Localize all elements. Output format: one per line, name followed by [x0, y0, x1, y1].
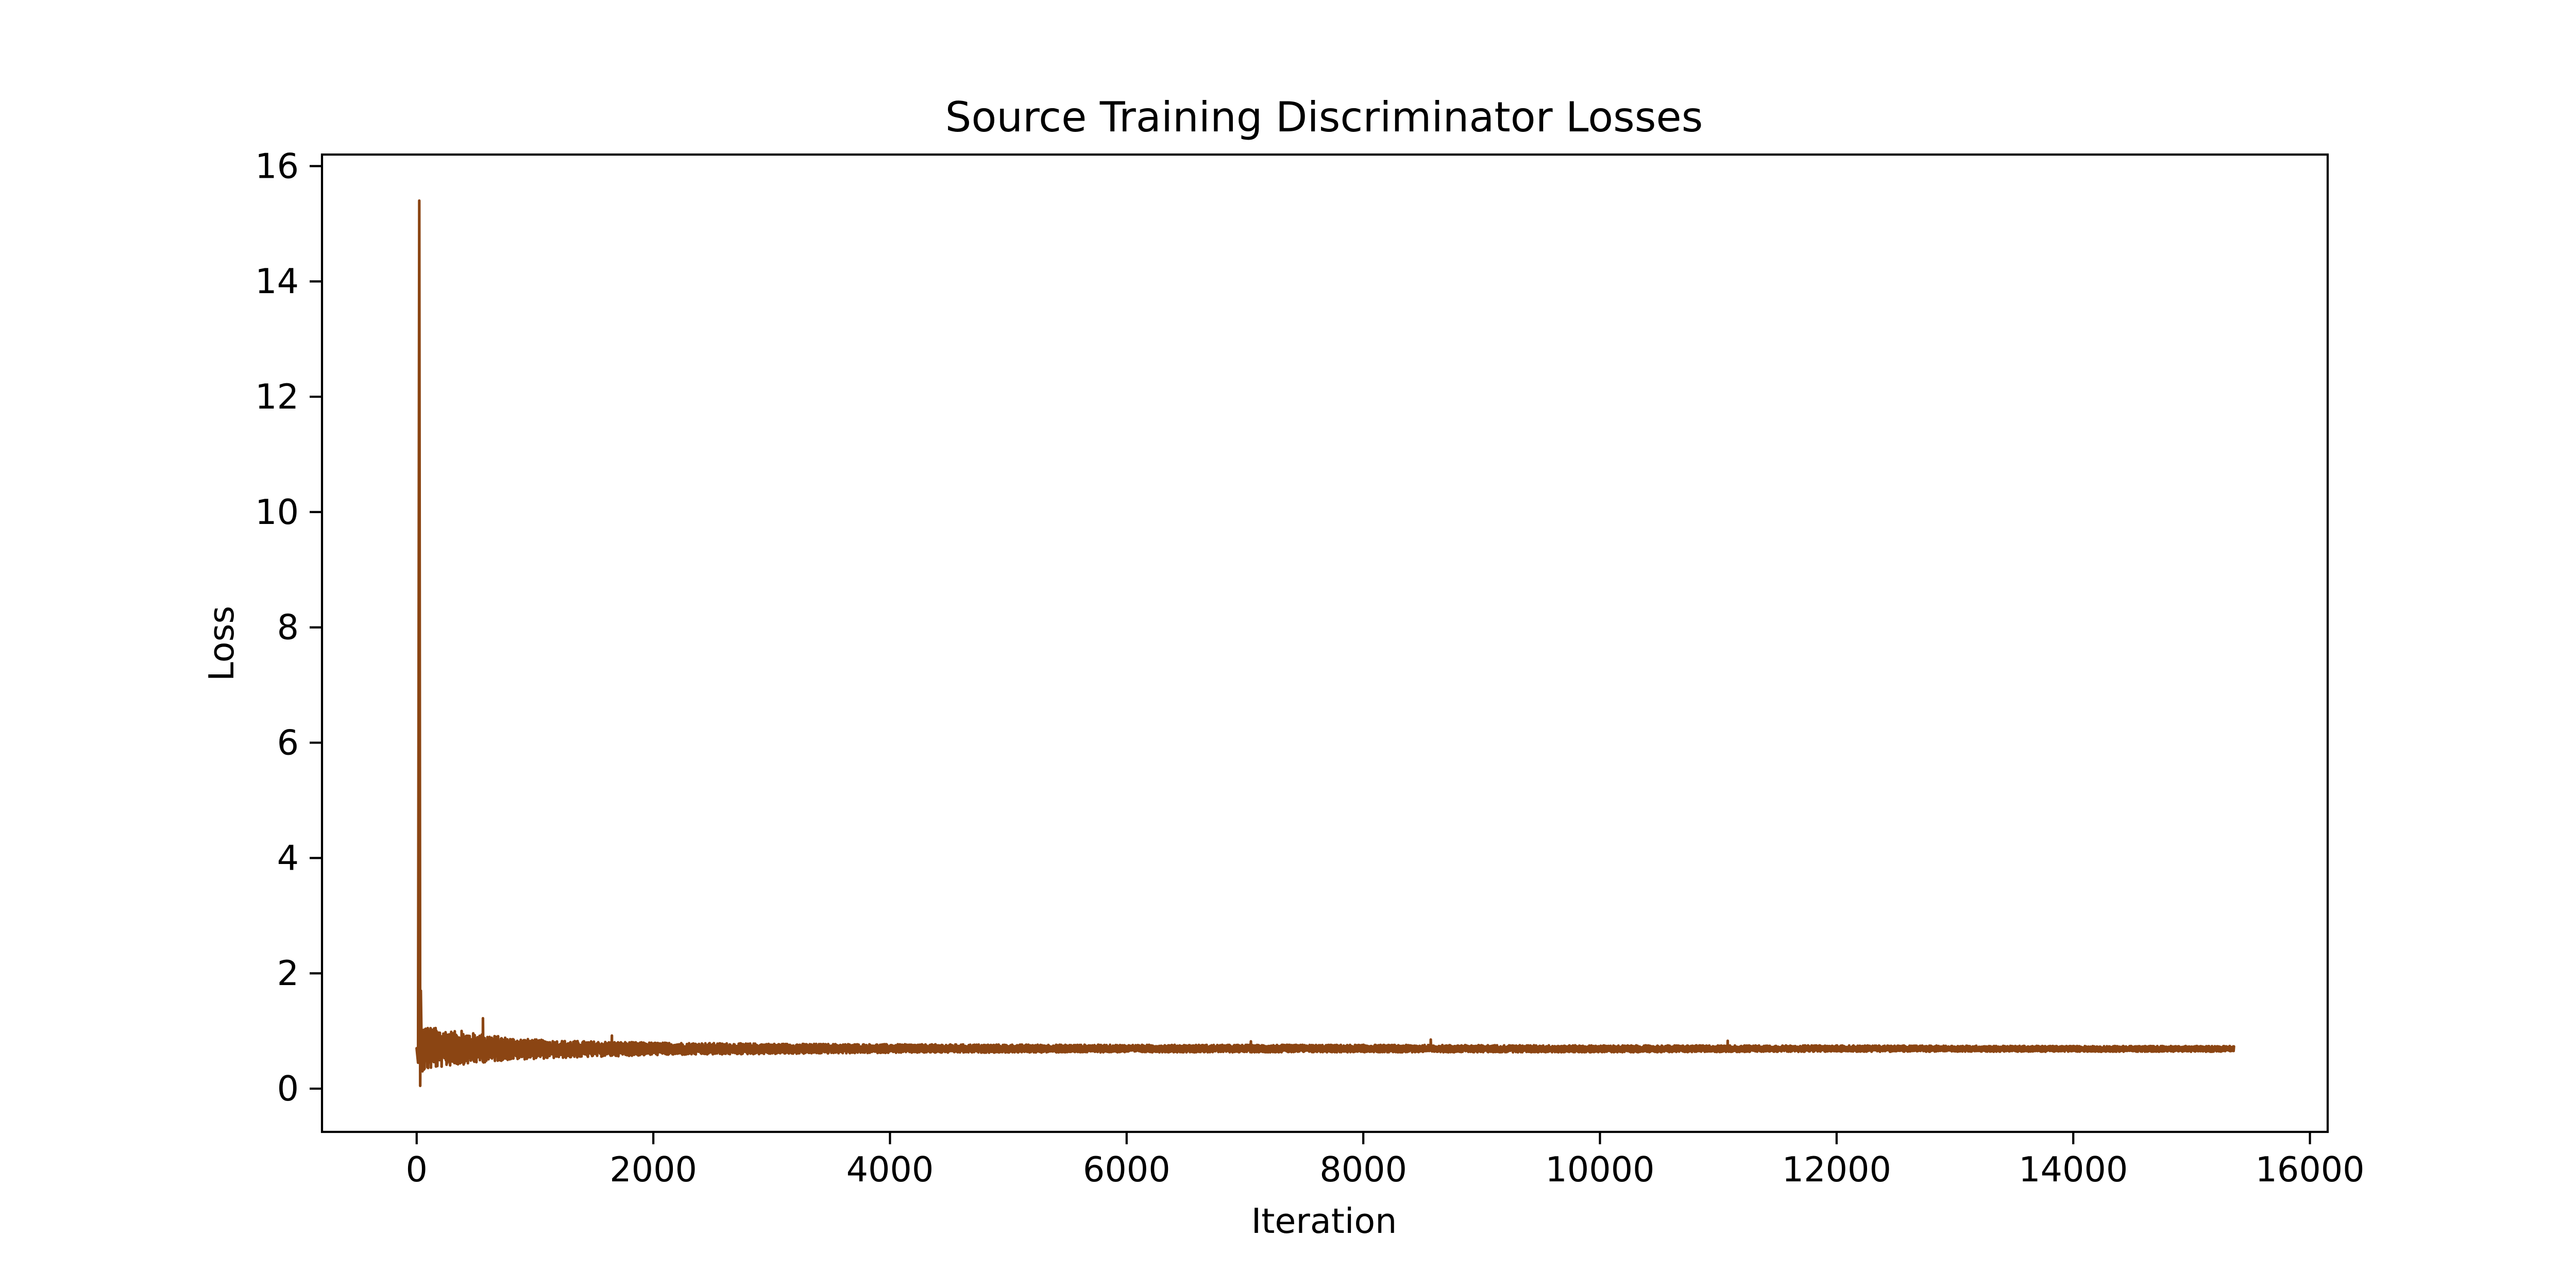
y-tick-label: 12 [255, 377, 299, 417]
x-tick-label: 4000 [846, 1149, 934, 1190]
y-tick-label: 2 [277, 953, 299, 993]
y-tick-label: 10 [255, 492, 299, 532]
y-tick-label: 14 [255, 261, 299, 301]
x-tick-label: 10000 [1545, 1149, 1654, 1190]
y-tick-label: 16 [255, 146, 299, 186]
y-tick-label: 8 [277, 607, 299, 648]
x-tick-label: 12000 [1782, 1149, 1891, 1190]
x-tick-label: 6000 [1083, 1149, 1171, 1190]
x-axis-ticks: 0 2000 4000 6000 8000 10000 12000 14000 16000 [406, 1132, 2365, 1190]
x-tick-label: 8000 [1319, 1149, 1407, 1190]
chart-title: Source Training Discriminator Losses [945, 93, 1703, 141]
x-tick-label: 16000 [2255, 1149, 2364, 1190]
y-axis-label: Loss [201, 606, 242, 681]
x-tick-label: 2000 [609, 1149, 697, 1190]
y-tick-label: 0 [277, 1069, 299, 1109]
x-tick-label: 14000 [2019, 1149, 2128, 1190]
series-layer [415, 199, 2235, 1088]
y-axis-ticks: 0 2 4 6 8 10 12 14 16 [255, 146, 322, 1109]
plot-area [415, 199, 2235, 1088]
axes-frame [320, 153, 2329, 1133]
x-tick-label: 0 [406, 1149, 428, 1190]
x-axis-label: Iteration [1251, 1201, 1397, 1241]
loss-series-line [415, 199, 2235, 1088]
y-tick-label: 4 [277, 838, 299, 878]
y-tick-label: 6 [277, 723, 299, 763]
